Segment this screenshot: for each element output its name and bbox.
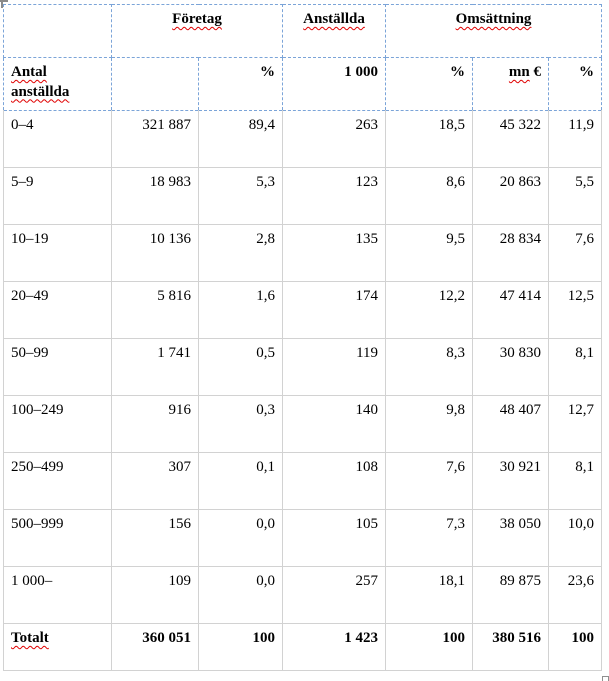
- total-companies-pct: 100: [197, 623, 284, 671]
- header-percent-anstallda: %: [385, 57, 474, 111]
- cell-companies-pct: 0,0: [197, 566, 284, 624]
- cell-turnover-pct: 11,9: [548, 110, 603, 168]
- cell-employees-pct: 12,2: [385, 281, 474, 339]
- table-header-group-row: Företag Anställda Omsättning: [3, 4, 603, 58]
- header-foretag: Företag: [110, 4, 284, 58]
- cell-turnover: 20 863: [472, 167, 550, 225]
- cell-turnover-pct: 7,6: [548, 224, 603, 282]
- cell-employees-pct: 8,3: [385, 338, 474, 396]
- cell-employees-pct: 7,3: [385, 509, 474, 567]
- cell-employees-pct: 18,5: [385, 110, 474, 168]
- cell-employees-pct: 9,8: [385, 395, 474, 453]
- cell-turnover: 38 050: [472, 509, 550, 567]
- header-omsattning: Omsättning: [385, 4, 603, 58]
- header-mn-euro: mn €: [472, 57, 550, 111]
- cell-companies: 5 816: [111, 281, 199, 339]
- header-percent-omsattning: %: [548, 57, 603, 111]
- cell-employees: 257: [282, 566, 387, 624]
- header-empty-cell: [111, 57, 199, 111]
- total-employees: 1 423: [282, 623, 387, 671]
- cell-employees-pct: 9,5: [385, 224, 474, 282]
- cell-employees: 105: [282, 509, 387, 567]
- cell-companies-pct: 89,4: [197, 110, 284, 168]
- cell-companies-pct: 5,3: [197, 167, 284, 225]
- cell-turnover: 89 875: [472, 566, 550, 624]
- header-empty-cell: [3, 4, 112, 58]
- table-total-row: Totalt 360 051 100 1 423 100 380 516 100: [3, 623, 603, 671]
- table-row: 5–9 18 983 5,3 123 8,6 20 863 5,5: [3, 167, 603, 225]
- cell-companies-pct: 0,3: [197, 395, 284, 453]
- row-label: 1 000–: [3, 566, 112, 624]
- row-label: 20–49: [3, 281, 112, 339]
- cell-employees: 108: [282, 452, 387, 510]
- cursor-corner-mark-vertical: [1, 0, 3, 8]
- cell-employees-pct: 7,6: [385, 452, 474, 510]
- cell-turnover: 30 830: [472, 338, 550, 396]
- header-percent-foretag: %: [197, 57, 284, 111]
- cell-companies-pct: 1,6: [197, 281, 284, 339]
- cell-employees-pct: 18,1: [385, 566, 474, 624]
- table-row: 500–999 156 0,0 105 7,3 38 050 10,0: [3, 509, 603, 567]
- cell-companies-pct: 0,0: [197, 509, 284, 567]
- table-row: 0–4 321 887 89,4 263 18,5 45 322 11,9: [3, 110, 603, 168]
- table-row: 1 000– 109 0,0 257 18,1 89 875 23,6: [3, 566, 603, 624]
- cell-companies-pct: 0,1: [197, 452, 284, 510]
- cell-companies: 18 983: [111, 167, 199, 225]
- cell-companies: 307: [111, 452, 199, 510]
- total-employees-pct: 100: [385, 623, 474, 671]
- table-resize-handle[interactable]: [602, 676, 609, 681]
- table-row: 100–249 916 0,3 140 9,8 48 407 12,7: [3, 395, 603, 453]
- cell-companies-pct: 0,5: [197, 338, 284, 396]
- row-label: 250–499: [3, 452, 112, 510]
- cell-companies: 1 741: [111, 338, 199, 396]
- cell-turnover: 45 322: [472, 110, 550, 168]
- cursor-corner-mark: [0, 0, 8, 2]
- header-thousand: 1 000: [282, 57, 387, 111]
- total-turnover-pct: 100: [548, 623, 603, 671]
- cell-companies: 156: [111, 509, 199, 567]
- cell-turnover-pct: 12,5: [548, 281, 603, 339]
- table-header-unit-row: Antal anställda % 1 000 % mn € %: [3, 57, 603, 111]
- header-antal-anstallda: Antal anställda: [3, 57, 112, 111]
- total-companies: 360 051: [111, 623, 199, 671]
- total-turnover: 380 516: [472, 623, 550, 671]
- header-anstallda: Anställda: [282, 4, 387, 58]
- cell-turnover: 30 921: [472, 452, 550, 510]
- table-row: 20–49 5 816 1,6 174 12,2 47 414 12,5: [3, 281, 603, 339]
- cell-turnover-pct: 5,5: [548, 167, 603, 225]
- cell-turnover: 28 834: [472, 224, 550, 282]
- row-label: 100–249: [3, 395, 112, 453]
- cell-employees: 135: [282, 224, 387, 282]
- row-label: 5–9: [3, 167, 112, 225]
- euro-sign: €: [533, 64, 542, 80]
- cell-turnover-pct: 23,6: [548, 566, 603, 624]
- cell-employees-pct: 8,6: [385, 167, 474, 225]
- cell-turnover-pct: 10,0: [548, 509, 603, 567]
- statistics-table: Företag Anställda Omsättning Antal anstä…: [3, 4, 603, 671]
- cell-turnover: 48 407: [472, 395, 550, 453]
- cell-turnover-pct: 12,7: [548, 395, 603, 453]
- table-row: 250–499 307 0,1 108 7,6 30 921 8,1: [3, 452, 603, 510]
- cell-companies: 10 136: [111, 224, 199, 282]
- cell-employees: 174: [282, 281, 387, 339]
- cell-employees: 119: [282, 338, 387, 396]
- cell-turnover-pct: 8,1: [548, 338, 603, 396]
- row-label: 500–999: [3, 509, 112, 567]
- cell-companies: 321 887: [111, 110, 199, 168]
- cell-turnover-pct: 8,1: [548, 452, 603, 510]
- row-label: 0–4: [3, 110, 112, 168]
- table-row: 50–99 1 741 0,5 119 8,3 30 830 8,1: [3, 338, 603, 396]
- table-row: 10–19 10 136 2,8 135 9,5 28 834 7,6: [3, 224, 603, 282]
- cell-employees: 263: [282, 110, 387, 168]
- cell-companies-pct: 2,8: [197, 224, 284, 282]
- cell-companies: 109: [111, 566, 199, 624]
- cell-employees: 140: [282, 395, 387, 453]
- cell-companies: 916: [111, 395, 199, 453]
- row-label: 50–99: [3, 338, 112, 396]
- cell-employees: 123: [282, 167, 387, 225]
- row-label: 10–19: [3, 224, 112, 282]
- cell-turnover: 47 414: [472, 281, 550, 339]
- total-label: Totalt: [3, 623, 112, 671]
